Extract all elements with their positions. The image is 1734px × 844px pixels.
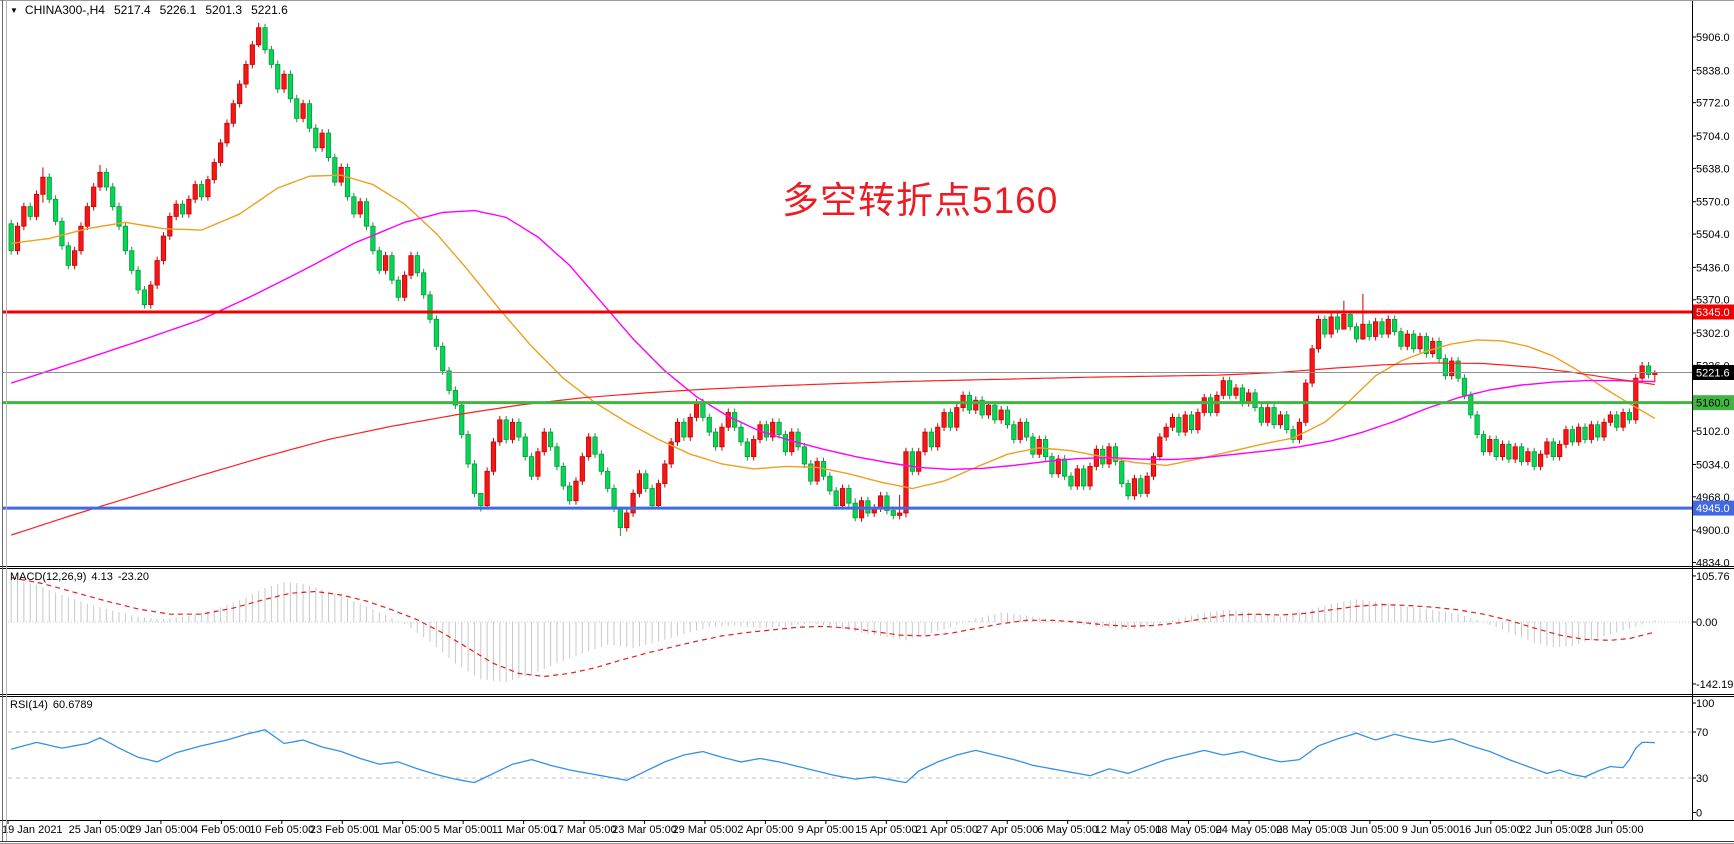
- macd-name: MACD(12,26,9): [10, 571, 87, 583]
- pivot-line-tag-label: 5160.0: [1696, 398, 1730, 410]
- time-axis-label: 16 Jun 05:00: [1459, 824, 1523, 836]
- macd-axis: 105.76 0.00 -142.19: [1692, 571, 1733, 691]
- rsi-tick-label: 0: [1696, 808, 1702, 820]
- price-tick-label: 5772.0: [1696, 98, 1730, 110]
- price-tick-label: 5638.0: [1696, 163, 1730, 175]
- time-axis-label: 24 May 05:00: [1216, 824, 1283, 836]
- price-tick-label: 5370.0: [1696, 295, 1730, 307]
- ma-medium-magenta: [10, 209, 1655, 471]
- time-axis-label: 27 Apr 05:00: [976, 824, 1038, 836]
- chevron-down-icon[interactable]: ▼: [10, 6, 18, 15]
- price-tick-label: 5034.0: [1696, 459, 1730, 471]
- quote-high: 5226.1: [159, 3, 197, 17]
- price-tick-label: 5570.0: [1696, 197, 1730, 209]
- time-axis-label: 10 Feb 05:00: [249, 824, 314, 836]
- rsi-axis: 100 70 30 0: [1692, 698, 1714, 820]
- price-tick-label: 5302.0: [1696, 328, 1730, 340]
- time-axis-label: 17 Mar 05:00: [552, 824, 617, 836]
- macd-layer: [8, 578, 1692, 683]
- rsi-line: [11, 728, 1655, 784]
- time-axis-label: 3 Jun 05:00: [1341, 824, 1399, 836]
- macd-tick-label: 0.00: [1696, 617, 1717, 629]
- time-axis-label: 4 Feb 05:00: [192, 824, 251, 836]
- current-price-line-tag-label: 5221.6: [1696, 367, 1730, 379]
- rsi-tick-label: 30: [1696, 773, 1708, 785]
- time-axis-label: 12 May 05:00: [1095, 824, 1162, 836]
- macd-tick-label: -142.19: [1696, 679, 1733, 691]
- symbol-header[interactable]: ▼ CHINA300-,H4 5217.4 5226.1 5201.3 5221.6: [10, 3, 297, 17]
- price-tick-label: 4900.0: [1696, 525, 1730, 537]
- price-tick-label: 5838.0: [1696, 65, 1730, 77]
- time-axis-label: 5 Mar 05:00: [434, 824, 493, 836]
- macd-signal-value: -23.20: [117, 571, 150, 583]
- price-tick-label: 5102.0: [1696, 426, 1730, 438]
- time-axis-label: 28 May 05:00: [1276, 824, 1343, 836]
- quote-open: 5217.4: [113, 3, 151, 17]
- quote-close: 5221.6: [251, 3, 288, 17]
- time-axis-label: 1 Mar 05:00: [373, 824, 432, 836]
- price-tick-label: 5906.0: [1696, 32, 1730, 44]
- price-axis[interactable]: 5906.0 5838.0 5772.0 5704.0 5638.0 5570.0 5504…: [1692, 32, 1734, 569]
- time-axis-label: 29 Jan 05:00: [129, 824, 193, 836]
- price-tick-label: 5504.0: [1696, 229, 1730, 241]
- support-line-tag-label: 4945.0: [1696, 503, 1730, 515]
- time-axis-label: 18 May 05:00: [1155, 824, 1222, 836]
- rsi-tick-label: 70: [1696, 727, 1708, 739]
- time-axis-label: 29 Mar 05:00: [673, 824, 738, 836]
- rsi-tick-label: 100: [1696, 698, 1714, 710]
- rsi-indicator-label: RSI(14) 60.6789: [10, 699, 98, 711]
- time-axis-label: 6 May 05:00: [1037, 824, 1098, 836]
- time-axis-label: 19 Jan 2021: [2, 824, 63, 836]
- resistance-line-tag: [1693, 304, 1734, 320]
- resistance-line-tag-label: 5345.0: [1696, 307, 1730, 319]
- time-axis-label: 23 Mar 05:00: [612, 824, 677, 836]
- time-axis-label: 15 Apr 05:00: [855, 824, 917, 836]
- price-tick-label: 5704.0: [1696, 131, 1730, 143]
- time-axis-label: 22 Jun 05:00: [1519, 824, 1583, 836]
- macd-plot[interactable]: [0, 569, 1692, 693]
- ma-slow-red: [11, 362, 1655, 536]
- time-axis-label: 23 Feb 05:00: [310, 824, 375, 836]
- price-tick-label: 4834.0: [1696, 557, 1730, 569]
- time-axis-label: 11 Mar 05:00: [492, 824, 556, 836]
- main-chart-plot[interactable]: [0, 0, 1692, 565]
- time-axis-label: 28 Jun 05:00: [1580, 824, 1644, 836]
- time-axis-label: 9 Apr 05:00: [798, 824, 854, 836]
- chart-annotation-text[interactable]: 多空转折点5160: [782, 180, 1059, 221]
- rsi-value: 60.6789: [52, 699, 93, 711]
- macd-tick-label: 105.76: [1696, 571, 1730, 583]
- macd-signal-line: [11, 577, 1655, 678]
- time-axis-label: 25 Jan 05:00: [69, 824, 133, 836]
- rsi-plot[interactable]: [0, 697, 1692, 820]
- quote-low: 5201.3: [205, 3, 243, 17]
- pivot-line-tag: [1693, 395, 1734, 411]
- time-axis-label: 21 Apr 05:00: [916, 824, 978, 836]
- current-price-line-tag: [1693, 364, 1734, 380]
- rsi-name: RSI(14): [10, 699, 48, 711]
- macd-indicator-label: MACD(12,26,9) 4.13 -23.20: [10, 571, 154, 583]
- time-axis-label: 9 Jun 05:00: [1402, 824, 1460, 836]
- time-axis-label: 2 Apr 05:00: [737, 824, 793, 836]
- candles-layer: [8, 22, 1658, 537]
- price-tick-label: 5436.0: [1696, 262, 1730, 274]
- symbol-name: CHINA300-,H4: [24, 3, 105, 17]
- support-line-tag: [1693, 500, 1734, 516]
- macd-main-value: 4.13: [91, 571, 113, 583]
